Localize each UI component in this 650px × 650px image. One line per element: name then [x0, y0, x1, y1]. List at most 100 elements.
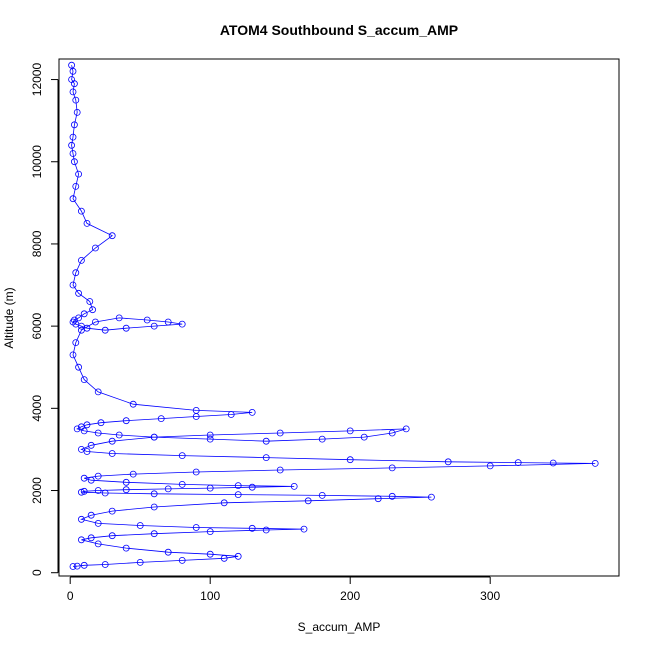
data-point	[192, 524, 200, 531]
data-point	[122, 544, 130, 552]
data-point	[514, 459, 522, 467]
y-tick-label-3: 6000	[30, 312, 44, 339]
data-point	[101, 561, 109, 568]
data-point	[206, 550, 214, 558]
data-point	[388, 464, 396, 472]
data-point	[206, 528, 214, 535]
data-point	[346, 456, 354, 464]
data-point	[136, 559, 144, 566]
data-point	[80, 474, 88, 482]
data-point	[78, 536, 85, 544]
data-point	[318, 491, 326, 499]
series-line-0	[71, 65, 596, 567]
data-point	[178, 452, 186, 460]
data-point	[178, 320, 186, 328]
data-point	[94, 472, 102, 480]
chart-title: ATOM4 Southbound S_accum_AMP	[220, 22, 458, 38]
data-point	[94, 520, 102, 527]
data-point	[86, 298, 94, 305]
data-point	[164, 548, 172, 556]
plot-frame	[58, 58, 620, 577]
data-point	[164, 318, 172, 326]
data-point	[87, 476, 95, 484]
data-point	[108, 232, 116, 240]
x-tick-label-1: 100	[200, 589, 220, 603]
y-tick-label-1: 2000	[30, 477, 44, 504]
data-point	[72, 339, 80, 347]
data-point	[150, 490, 158, 498]
data-point	[129, 470, 137, 478]
data-point	[402, 425, 410, 433]
data-point	[276, 429, 284, 437]
data-point	[157, 415, 165, 423]
data-point	[75, 363, 82, 371]
data-point	[427, 493, 435, 501]
x-tick-label-2: 200	[340, 589, 360, 603]
data-point	[206, 431, 214, 439]
y-axis-label: Altitude (m)	[2, 287, 16, 348]
data-point	[192, 413, 200, 420]
data-point	[94, 429, 102, 437]
data-point	[71, 121, 78, 129]
data-point	[234, 491, 242, 499]
data-point	[68, 61, 75, 69]
data-point	[72, 96, 80, 104]
data-point	[122, 324, 130, 332]
data-point	[591, 459, 599, 467]
data-point	[87, 534, 95, 542]
x-tick-label-3: 300	[480, 589, 500, 603]
y-tick-label-4: 8000	[30, 230, 44, 257]
data-point	[80, 376, 88, 384]
data-point	[192, 468, 200, 476]
data-point	[72, 182, 80, 190]
data-point	[69, 150, 77, 157]
x-axis-label: S_accum_AMP	[298, 620, 381, 634]
data-point	[97, 419, 105, 427]
x-axis: 0 100 200 300	[67, 576, 501, 603]
data-point	[262, 526, 270, 534]
series-blue	[68, 61, 599, 570]
data-point	[87, 441, 95, 449]
y-tick-label-2: 4000	[30, 395, 44, 422]
data-point	[115, 431, 123, 439]
data-point	[92, 244, 99, 252]
data-point	[234, 482, 242, 490]
data-point	[143, 316, 151, 324]
y-tick-label-0: 0	[30, 569, 44, 576]
data-point	[276, 466, 284, 474]
data-point	[150, 530, 158, 538]
data-point	[122, 417, 130, 425]
data-point	[94, 540, 102, 548]
data-point	[71, 80, 78, 88]
data-point	[108, 437, 116, 445]
data-point	[122, 478, 130, 486]
data-point	[115, 314, 123, 322]
data-point	[78, 207, 85, 215]
data-point	[108, 507, 116, 515]
data-point	[69, 133, 77, 141]
data-point	[72, 269, 80, 277]
data-point	[73, 109, 81, 116]
data-point	[150, 503, 158, 511]
data-point	[388, 429, 396, 437]
data-point	[83, 448, 91, 455]
data-point	[318, 435, 326, 443]
data-point	[68, 141, 75, 149]
data-point	[69, 351, 77, 359]
data-point	[69, 88, 77, 96]
data-point	[80, 561, 88, 569]
data-point	[122, 486, 130, 494]
data-point	[300, 525, 308, 533]
data-point	[80, 487, 88, 495]
data-point	[80, 427, 88, 435]
data-point	[549, 459, 557, 467]
data-point	[89, 306, 96, 314]
data-point	[78, 488, 85, 496]
data-point	[94, 487, 102, 494]
data-point	[78, 326, 85, 334]
data-point	[486, 462, 494, 470]
data-point	[220, 499, 228, 507]
y-tick-label-6: 12000	[30, 63, 44, 97]
data-point	[248, 483, 256, 491]
